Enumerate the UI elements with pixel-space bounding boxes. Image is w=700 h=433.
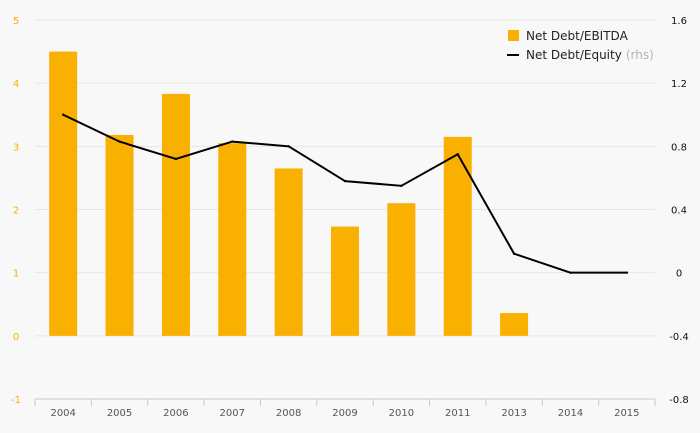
x-tick-label: 2014 — [558, 408, 583, 419]
line-point — [231, 140, 234, 143]
legend-label-line-note: (rhs) — [626, 48, 654, 62]
legend: Net Debt/EBITDA Net Debt/Equity (rhs) — [507, 29, 654, 62]
x-tick-label: 2006 — [163, 408, 188, 419]
bar — [49, 51, 78, 336]
x-tick-label: 2004 — [50, 408, 75, 419]
bar-series — [49, 51, 529, 336]
bar — [500, 313, 529, 336]
x-tick-label: 2011 — [445, 408, 470, 419]
x-tick-label: 2015 — [614, 408, 639, 419]
y-right-tick-label: 1.2 — [671, 79, 687, 90]
line-point — [174, 157, 178, 161]
y-left-tick-label: 4 — [13, 79, 19, 90]
y-left-tick-label: 0 — [13, 332, 19, 343]
x-tick-label: 2008 — [276, 408, 301, 419]
line-point — [287, 145, 290, 148]
y-right-tick-label: 0 — [676, 269, 682, 280]
line-point — [512, 252, 516, 255]
y-left-tick-label: 1 — [13, 269, 19, 280]
x-tick-label: 2010 — [389, 408, 414, 419]
bar — [331, 226, 359, 336]
legend-label-line-name: Net Debt/Equity — [526, 48, 622, 62]
bar — [443, 136, 472, 336]
line-point — [625, 271, 629, 274]
y-right-tick-label: 0.4 — [671, 206, 687, 217]
x-tick-label: 2007 — [220, 408, 245, 419]
axes: -1 0 1 2 3 4 5 -0.8 -0.4 0 0.4 0.8 1.2 1.6 2004 2005 200… — [11, 16, 689, 419]
bar — [105, 134, 134, 336]
y-left-tick-label: -1 — [11, 395, 21, 406]
y-right-tick-label: 1.6 — [671, 16, 687, 27]
bar — [387, 203, 416, 336]
y-right-tick-label: 0.8 — [671, 142, 687, 153]
line-point — [400, 184, 403, 188]
line-point — [569, 271, 572, 274]
y-left-tick-label: 3 — [13, 142, 19, 153]
bar — [161, 93, 190, 336]
legend-label-line: Net Debt/Equity (rhs) — [526, 48, 654, 62]
bar — [218, 143, 247, 336]
line-series — [61, 113, 629, 274]
legend-bar-swatch — [508, 30, 519, 41]
y-right-tick-label: -0.4 — [669, 332, 689, 343]
line-point — [61, 113, 65, 116]
legend-label-bar: Net Debt/EBITDA — [526, 29, 629, 43]
x-tick-label: 2005 — [107, 408, 132, 419]
line-point — [343, 179, 347, 183]
x-tick-label: 2013 — [501, 408, 526, 419]
y-left-tick-label: 2 — [13, 206, 19, 217]
line-point — [456, 153, 459, 156]
x-tick-label: 2009 — [332, 408, 357, 419]
bar — [274, 168, 303, 336]
y-left-tick-label: 5 — [13, 16, 19, 27]
line-point — [118, 140, 121, 143]
y-right-tick-label: -0.8 — [669, 395, 689, 406]
